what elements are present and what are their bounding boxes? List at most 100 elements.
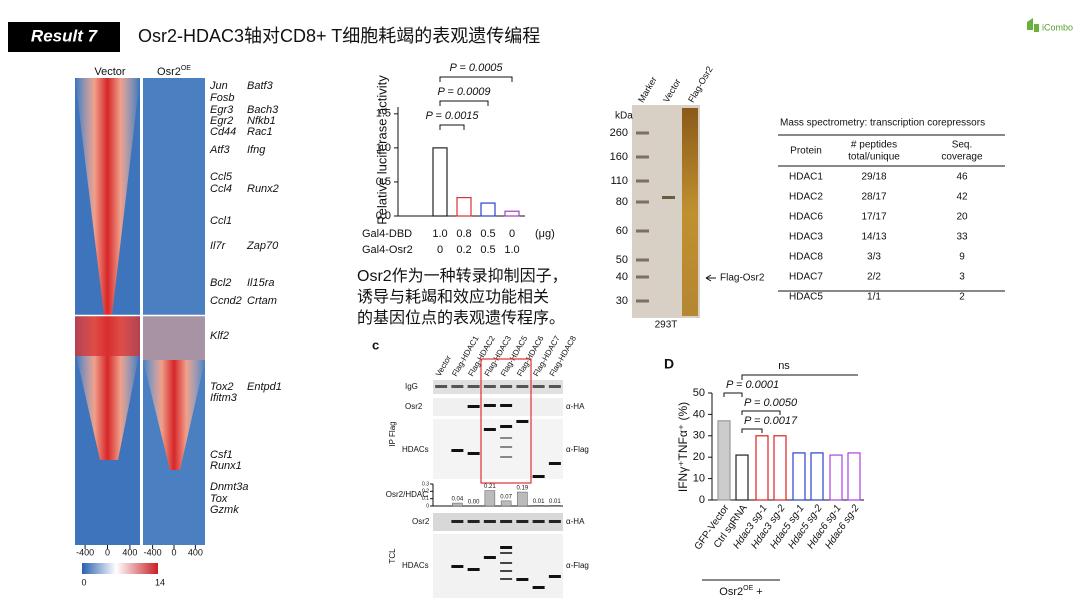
band [516, 385, 529, 388]
antibody: α-HA [566, 402, 585, 411]
marker-label: 50 [616, 254, 628, 266]
condition-value: 1.0 [504, 244, 519, 256]
table-header: # peptides [851, 140, 897, 151]
cell-label: 293T [655, 320, 678, 331]
summary-line: 的基因位点的表观遗传程序。 [357, 309, 565, 327]
marker-label: 260 [610, 127, 628, 139]
marker-band [636, 258, 649, 262]
marker-label: 60 [616, 225, 628, 237]
gene-label: Tox2 [210, 381, 233, 393]
antibody: α-Flag [566, 445, 589, 454]
panel-letter: c [372, 337, 379, 352]
band [467, 385, 480, 388]
band [500, 570, 513, 572]
p-value: P = 0.0017 [744, 415, 798, 427]
y-tick-label: 40 [693, 408, 705, 420]
gene-label: Egr3 [210, 104, 234, 116]
y-axis-label: IFNγ⁺TNFα⁺ (%) [676, 402, 690, 492]
band [500, 552, 513, 554]
table-cell: HDAC3 [789, 232, 823, 243]
ratio-label: Osr2/HDAC [386, 490, 428, 499]
band [451, 520, 464, 523]
value-label: 0.01 [533, 499, 545, 505]
table-cell: HDAC2 [789, 192, 823, 203]
band [516, 520, 529, 523]
condition-value: 0 [509, 228, 515, 240]
blot [433, 513, 563, 531]
antibody: α-HA [566, 517, 585, 526]
slide-title: Osr2-HDAC3轴对CD8+ T细胞耗竭的表观遗传编程 [138, 26, 540, 46]
heatmap-col [143, 78, 205, 545]
y-tick-label: 0.1 [422, 496, 429, 502]
heatmap-block [75, 316, 140, 356]
table-cell: 28/17 [861, 192, 886, 203]
band [483, 520, 496, 523]
band [500, 425, 513, 428]
antibody: α-Flag [566, 561, 589, 570]
bracket [741, 410, 781, 415]
column-label: Osr2 [157, 66, 181, 78]
summary-line: 诱导与耗竭和效应功能相关 [357, 287, 549, 306]
lane-label: Marker [636, 75, 659, 104]
band [548, 520, 561, 523]
colorbar-label: 0 [81, 577, 86, 587]
gene-label: Ifitm3 [210, 392, 238, 404]
gene-label: Ifng [247, 144, 266, 156]
table-cell: HDAC8 [789, 252, 823, 263]
band [548, 575, 561, 578]
band [516, 578, 529, 581]
marker-label: 40 [616, 271, 628, 283]
band [662, 196, 675, 199]
band [500, 578, 513, 580]
bar [452, 502, 463, 507]
y-tick-label: 10 [693, 473, 705, 485]
tcl-label: TCL [388, 548, 397, 564]
logo-icon [1027, 18, 1039, 32]
condition-value: 0.5 [480, 244, 495, 256]
marker-label: 80 [616, 196, 628, 208]
band [483, 404, 496, 407]
gel-lane [682, 108, 698, 316]
gene-label: Cd44 [210, 126, 236, 138]
lane-label: Vector [661, 77, 682, 104]
table-cell: 14/13 [861, 232, 886, 243]
gene-label: Atf3 [209, 144, 230, 156]
marker-label: 30 [616, 295, 628, 307]
colorbar [82, 563, 158, 574]
bar [432, 147, 448, 217]
band [500, 546, 513, 549]
bar [792, 452, 806, 501]
marker-band [636, 131, 649, 135]
heatmap-block [143, 316, 205, 360]
value-label: 0.00 [468, 500, 480, 506]
table-header: coverage [941, 152, 983, 163]
table-cell: 17/17 [861, 212, 886, 223]
blot [433, 398, 563, 416]
table-header: Protein [790, 146, 822, 157]
p-value: P = 0.0009 [437, 86, 490, 98]
gene-label: Ccl5 [210, 171, 233, 183]
gene-label: Ccl1 [210, 215, 232, 227]
gene-label: Csf1 [210, 449, 233, 461]
value-label: 0.04 [452, 497, 464, 503]
value-label: 0.01 [549, 499, 561, 505]
y-tick-label: 0 [426, 503, 429, 509]
group-label: Osr2OE + [719, 585, 762, 598]
band [483, 385, 496, 388]
table-header: total/unique [848, 152, 900, 163]
gene-label: Il7r [210, 240, 227, 252]
y-tick-label: 0.5 [376, 176, 391, 188]
band [548, 385, 561, 388]
bracket [741, 374, 858, 380]
gene-label: Klf2 [210, 330, 229, 342]
y-tick-label: 1.0 [376, 142, 391, 154]
gene-label: Ccnd2 [210, 295, 242, 307]
row-label: Osr2 [405, 402, 423, 411]
band [451, 565, 464, 568]
band [483, 556, 496, 559]
gene-label: Dnmt3a [210, 481, 249, 493]
bracket [439, 76, 513, 82]
p-value: P = 0.0005 [449, 62, 503, 74]
y-tick-label: 50 [693, 387, 705, 399]
